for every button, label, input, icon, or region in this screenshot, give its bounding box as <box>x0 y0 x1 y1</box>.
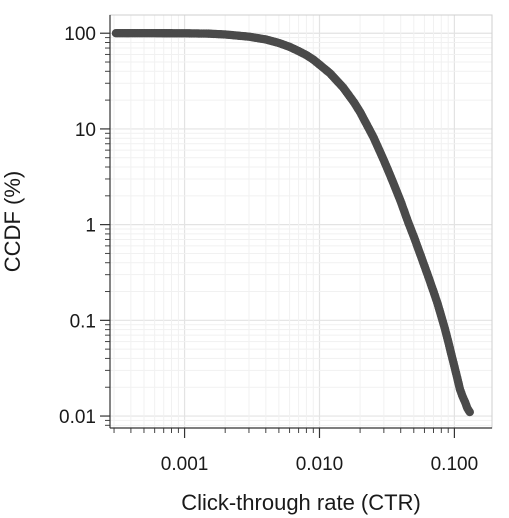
data-point <box>465 407 474 417</box>
x-tick-label: 0.100 <box>431 454 479 475</box>
y-tick-label: 10 <box>75 120 96 141</box>
x-axis-title: Click-through rate (CTR) <box>181 490 421 515</box>
y-tick-label: 1 <box>85 216 96 237</box>
axes <box>100 15 492 438</box>
y-tick-label: 0.01 <box>59 407 96 428</box>
data-points <box>111 29 474 417</box>
x-tick-labels: 0.001 0.010 0.100 <box>161 454 478 475</box>
x-tick-label: 0.010 <box>296 454 344 475</box>
grid <box>110 15 492 428</box>
plot-frame <box>109 14 493 429</box>
y-axis-title: CCDF (%) <box>0 171 25 272</box>
x-tick-label: 0.001 <box>161 454 209 475</box>
y-tick-labels: 0.01 0.1 1 10 100 <box>59 24 96 428</box>
y-tick-label: 0.1 <box>70 311 96 332</box>
y-tick-label: 100 <box>64 24 96 45</box>
